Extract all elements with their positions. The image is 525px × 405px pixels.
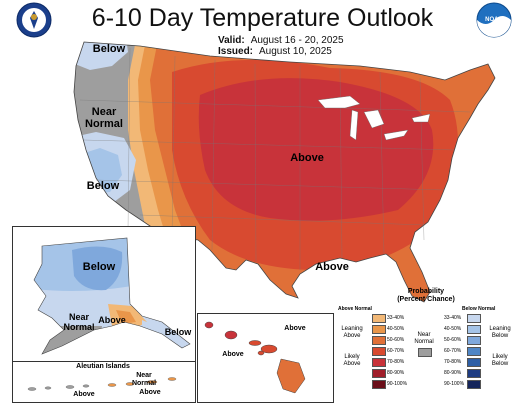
legend-likely-below: Likely Below — [491, 354, 509, 367]
legend-above-swatch — [372, 314, 386, 323]
legend-below-swatch — [467, 314, 481, 323]
aleutian-title: Aleutian Islands — [76, 363, 130, 370]
legend-above-range-label: 50-60% — [387, 337, 405, 343]
valid-dates: Valid: August 16 - 20, 2025 — [218, 35, 344, 46]
legend-above-header: Above Normal — [338, 306, 372, 312]
legend-below-range-label: 50-60% — [444, 337, 462, 343]
legend-above-swatch — [372, 369, 386, 378]
label-aleutian-near-normal: Near Normal — [131, 372, 157, 387]
valid-label: Valid: — [218, 35, 245, 46]
legend-above-range-label: 40-50% — [387, 326, 405, 332]
legend-near-normal: Near Normal — [414, 332, 434, 345]
label-aleutian-above-2: Above — [139, 389, 161, 396]
legend-likely-above: Likely Above — [343, 354, 361, 367]
label-below-west: Below — [86, 180, 120, 192]
legend-above-range-label: 80-90% — [387, 370, 405, 376]
legend-below-swatch — [467, 369, 481, 378]
label-below-northwest: Below — [92, 43, 126, 55]
aleutian-inset — [12, 361, 196, 403]
valid-value: August 16 - 20, 2025 — [250, 35, 344, 46]
hawaii-inset — [197, 313, 334, 403]
legend-below-range-label: 70-80% — [444, 359, 462, 365]
issued-value: August 10, 2025 — [259, 46, 332, 57]
legend-above-range-label: 70-80% — [387, 359, 405, 365]
label-above-south: Above — [315, 261, 349, 273]
legend-below-swatch — [467, 336, 481, 345]
label-alaska-near-normal: Near Normal — [63, 312, 95, 332]
svg-text:NOAA: NOAA — [485, 17, 503, 23]
cpc-seal-logo — [16, 2, 52, 38]
legend-above-swatch — [372, 325, 386, 334]
legend-near-swatch — [418, 348, 432, 357]
legend-below-range-label: 40-50% — [444, 326, 462, 332]
legend-above-range-label: 33-40% — [387, 315, 405, 321]
state-borders — [79, 47, 471, 270]
legend-below-header: Below Normal — [462, 306, 496, 312]
aleutian-islands-map — [27, 377, 177, 391]
legend-above-swatch — [372, 347, 386, 356]
label-alaska-below: Below — [82, 261, 116, 273]
label-aleutian-above-1: Above — [73, 391, 95, 398]
great-lakes — [317, 95, 431, 141]
label-alaska-above: Above — [98, 315, 126, 325]
legend-above-swatch — [372, 380, 386, 389]
legend-below-range-label: 80-90% — [444, 370, 462, 376]
map-title: 6-10 Day Temperature Outlook — [91, 4, 434, 32]
alaska-map — [33, 237, 191, 355]
legend-below-swatch — [467, 347, 481, 356]
hawaii-map — [204, 321, 306, 394]
legend-below-range-label: 90-100% — [444, 381, 465, 387]
legend-above-swatch — [372, 358, 386, 367]
legend-below-swatch — [467, 358, 481, 367]
label-near-normal-west: Near Normal — [85, 106, 123, 130]
legend-leaning-above: Leaning Above — [341, 326, 363, 339]
label-above-central: Above — [290, 152, 324, 164]
legend-above-range-label: 60-70% — [387, 348, 405, 354]
noaa-logo: NOAA — [476, 2, 512, 38]
label-alaska-below-se: Below — [164, 327, 192, 337]
legend-title: Probability (Percent Chance) — [397, 288, 455, 303]
issued-label: Issued: — [218, 46, 254, 57]
label-hawaii-above-1: Above — [284, 325, 306, 332]
legend-below-range-label: 60-70% — [444, 348, 462, 354]
legend-below-swatch — [467, 325, 481, 334]
legend-leaning-below: Leaning Below — [489, 326, 511, 339]
issued-date: Issued: August 10, 2025 — [218, 46, 332, 57]
legend-above-range-label: 90-100% — [387, 381, 408, 387]
probability-legend: Probability (Percent Chance) Above Norma… — [334, 288, 518, 402]
legend-above-swatch — [372, 336, 386, 345]
label-hawaii-above-2: Above — [222, 351, 244, 358]
legend-below-range-label: 33-40% — [444, 315, 462, 321]
legend-below-swatch — [467, 380, 481, 389]
